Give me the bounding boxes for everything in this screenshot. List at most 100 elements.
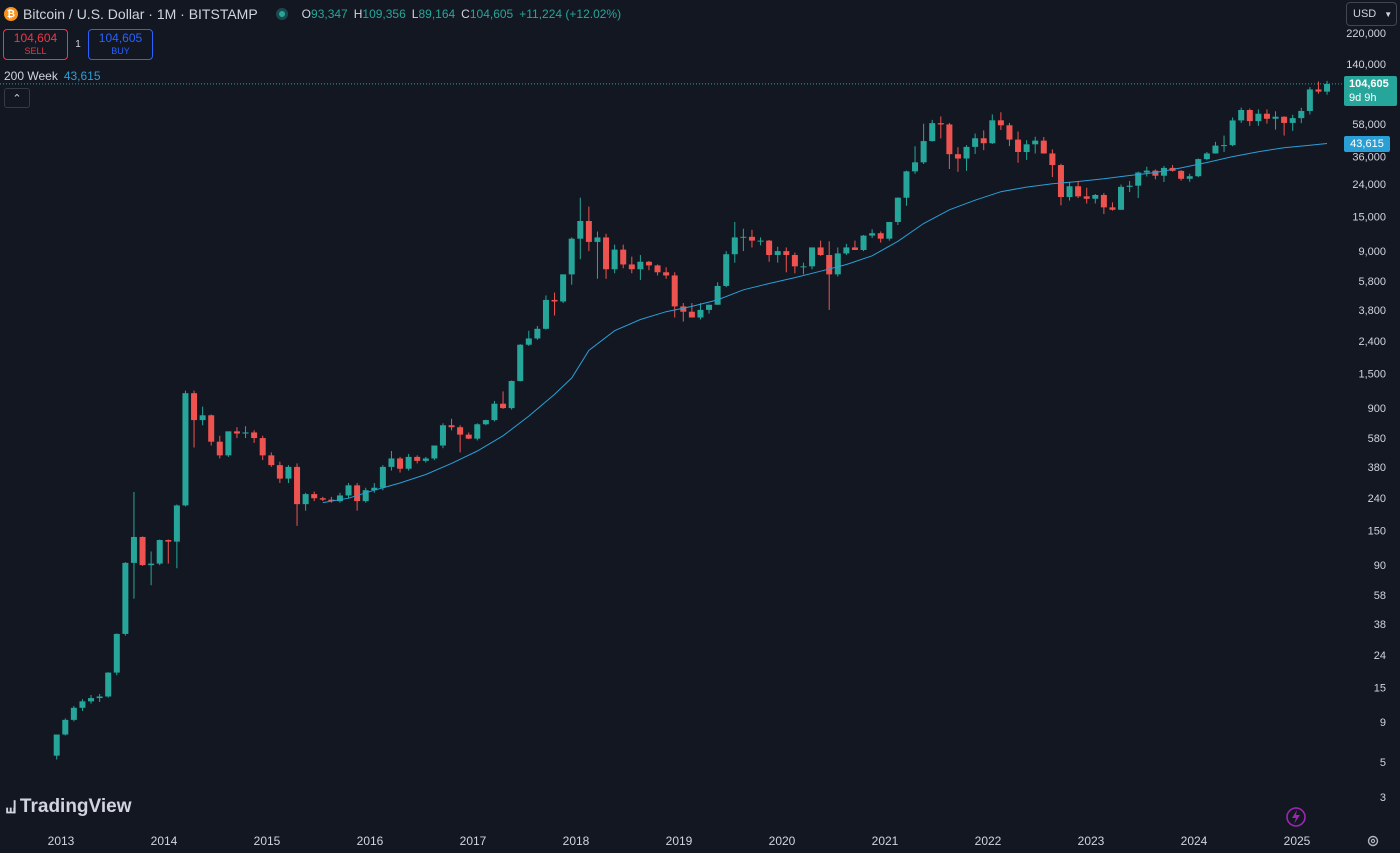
candle bbox=[1315, 81, 1322, 94]
candle bbox=[482, 419, 489, 426]
y-tick-label: 36,000 bbox=[1352, 152, 1386, 164]
candle bbox=[1324, 80, 1331, 95]
y-tick-label: 140,000 bbox=[1346, 59, 1386, 71]
gear-icon[interactable] bbox=[1366, 834, 1380, 848]
x-tick-label: 2023 bbox=[1078, 834, 1105, 848]
candle bbox=[345, 483, 352, 499]
candle bbox=[766, 239, 773, 262]
tradingview-logo-icon: ⧢❘ bbox=[6, 796, 16, 817]
candle bbox=[603, 233, 610, 279]
candle bbox=[336, 492, 343, 503]
y-tick-label: 38 bbox=[1374, 619, 1386, 631]
candle bbox=[465, 432, 472, 440]
candle bbox=[525, 330, 532, 346]
sell-price: 104,604 bbox=[13, 30, 58, 45]
collapse-legend-button[interactable]: ⌃ bbox=[4, 88, 30, 108]
y-tick-label: 2,400 bbox=[1358, 336, 1386, 348]
candle bbox=[311, 491, 318, 502]
currency-select[interactable]: USD ▼ bbox=[1346, 2, 1397, 26]
ohlc-open-value: 93,347 bbox=[311, 7, 348, 21]
ohlc-close-key: C bbox=[461, 7, 470, 21]
price-change: +11,224 (+12.02%) bbox=[519, 7, 622, 21]
symbol-title[interactable]: Bitcoin / U.S. Dollar · 1M · BITSTAMP bbox=[23, 6, 258, 22]
candle bbox=[534, 326, 541, 340]
candle bbox=[1032, 136, 1039, 154]
candle bbox=[1255, 109, 1262, 126]
y-tick-label: 3,800 bbox=[1358, 305, 1386, 317]
sell-button[interactable]: 104,604 SELL bbox=[3, 29, 68, 60]
lightning-snapshot-icon[interactable] bbox=[1284, 805, 1308, 829]
candle bbox=[1178, 170, 1185, 181]
candle bbox=[723, 251, 730, 288]
candle bbox=[774, 246, 781, 263]
y-tick-label: 3 bbox=[1380, 792, 1386, 804]
x-tick-label: 2021 bbox=[872, 834, 899, 848]
price-axis: 220,000 140,000 58,000 36,000 24,000 15,000 9,… bbox=[1346, 28, 1386, 804]
candle bbox=[216, 435, 223, 459]
x-tick-label: 2018 bbox=[563, 834, 590, 848]
candle bbox=[886, 221, 893, 241]
tradingview-logo[interactable]: ⧢❘ TradingView bbox=[6, 796, 132, 818]
candle bbox=[1212, 141, 1219, 154]
candle bbox=[182, 390, 189, 507]
candle bbox=[869, 229, 876, 239]
candle bbox=[122, 562, 129, 636]
candles-layer bbox=[53, 80, 1331, 760]
x-tick-label: 2025 bbox=[1284, 834, 1311, 848]
candle bbox=[362, 487, 369, 503]
candle bbox=[731, 221, 738, 263]
candle bbox=[1203, 152, 1210, 161]
candle bbox=[53, 734, 60, 760]
candle bbox=[628, 256, 635, 274]
y-tick-label: 58 bbox=[1374, 590, 1386, 602]
candle bbox=[585, 206, 592, 252]
ohlc-low-key: L bbox=[411, 7, 419, 21]
candle bbox=[508, 380, 515, 410]
candle bbox=[843, 243, 850, 256]
candle bbox=[826, 241, 833, 310]
sell-label: SELL bbox=[24, 45, 47, 56]
buy-button[interactable]: 104,605 BUY bbox=[88, 29, 153, 60]
market-status-icon[interactable] bbox=[275, 8, 288, 20]
x-tick-label: 2017 bbox=[460, 834, 487, 848]
time-axis: 2013 2014 2015 2016 2017 2018 2019 2020 2021 2022… bbox=[48, 834, 1311, 848]
y-tick-label: 24 bbox=[1374, 650, 1386, 662]
candle bbox=[1092, 194, 1099, 204]
x-tick-label: 2024 bbox=[1181, 834, 1208, 848]
y-tick-label: 15 bbox=[1374, 682, 1386, 694]
candle bbox=[70, 705, 77, 722]
candle bbox=[1109, 202, 1116, 211]
x-tick-label: 2016 bbox=[357, 834, 384, 848]
currency-value: USD bbox=[1353, 8, 1377, 20]
candle bbox=[1143, 166, 1150, 177]
indicator-legend[interactable]: 200 Week 43,615 bbox=[4, 69, 101, 83]
ohlc-high: H109,356 bbox=[354, 7, 406, 21]
bar-countdown: 9d 9h bbox=[1349, 92, 1377, 104]
candle bbox=[405, 453, 412, 471]
candle bbox=[259, 435, 266, 461]
y-tick-label: 90 bbox=[1374, 560, 1386, 572]
candle bbox=[276, 461, 283, 484]
candle bbox=[1221, 135, 1228, 153]
candle bbox=[500, 391, 507, 409]
candle bbox=[714, 282, 721, 305]
candle bbox=[1023, 140, 1030, 160]
candle bbox=[294, 463, 301, 526]
candle bbox=[517, 344, 524, 382]
candle bbox=[1100, 193, 1107, 215]
candle bbox=[577, 197, 584, 260]
y-tick-label: 58,000 bbox=[1352, 119, 1386, 131]
ohlc-open: O93,347 bbox=[302, 7, 348, 21]
x-tick-label: 2019 bbox=[666, 834, 693, 848]
candle bbox=[834, 247, 841, 277]
y-tick-label: 5 bbox=[1380, 757, 1386, 769]
buy-label: BUY bbox=[111, 45, 130, 56]
candle bbox=[96, 693, 103, 702]
candle bbox=[79, 699, 86, 711]
ohlc-high-value: 109,356 bbox=[362, 7, 406, 21]
x-tick-label: 2020 bbox=[769, 834, 796, 848]
candle bbox=[620, 244, 627, 269]
candle bbox=[637, 255, 644, 280]
candle bbox=[165, 539, 172, 564]
